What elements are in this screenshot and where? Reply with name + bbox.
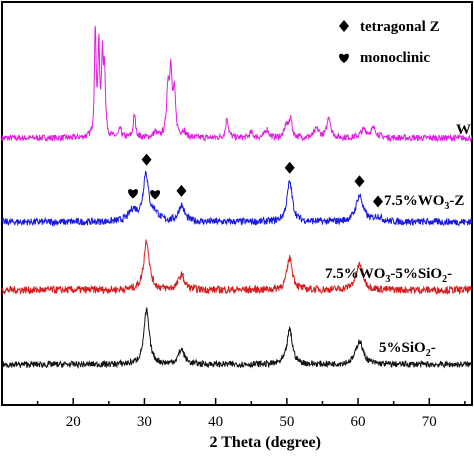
x-axis-title: 2 Theta (degree) xyxy=(210,434,321,451)
heart-marker-2 xyxy=(150,190,161,200)
series-label-part: -Z xyxy=(449,193,464,209)
series-label-part: -5%SiO xyxy=(390,266,442,282)
series-label-part: - xyxy=(447,266,452,282)
legend: tetragonal Z monoclinic xyxy=(339,19,440,66)
series-label-part: 7.5%WO xyxy=(384,193,444,209)
series-label-part: W xyxy=(456,122,471,138)
x-tick-label: 60 xyxy=(351,414,366,430)
plot-frame xyxy=(1,1,473,406)
diamond-marker-3 xyxy=(176,184,187,197)
series-label-part: 3 xyxy=(444,201,449,212)
series-label-part: 2 xyxy=(426,348,431,359)
series-label-part: 2 xyxy=(442,274,447,285)
series-layer xyxy=(1,25,473,369)
plot-area xyxy=(1,1,473,406)
series-label-0: W xyxy=(456,122,471,138)
x-tick-label: 50 xyxy=(279,414,294,430)
diamond-marker-4 xyxy=(284,161,295,174)
series-label-1: 7.5%WO3-Z xyxy=(384,193,464,212)
series-label-3: 5%SiO2- xyxy=(379,340,436,359)
heart-marker-1 xyxy=(128,189,138,199)
legend-diamond-icon xyxy=(339,20,349,32)
series-labels: W7.5%WO3-Z7.5%WO3-5%SiO2-5%SiO2- xyxy=(325,122,471,359)
series-line-3 xyxy=(1,306,472,369)
legend-heart-icon xyxy=(339,53,349,63)
diamond-marker-5 xyxy=(354,175,365,188)
legend-label-1: monoclinic xyxy=(360,50,430,66)
x-tick-label: 70 xyxy=(422,414,437,430)
series-label-part: 3 xyxy=(385,274,390,285)
x-tick-label: 20 xyxy=(66,414,81,430)
x-tick-label: 40 xyxy=(208,414,223,430)
series-label-part: - xyxy=(431,340,436,356)
series-line-0 xyxy=(1,25,473,143)
series-label-part: 7.5%WO xyxy=(325,266,385,282)
diamond-marker-0 xyxy=(141,153,152,166)
x-axis: 20 30 40 50 60 70 xyxy=(36,398,466,430)
series-label-2: 7.5%WO3-5%SiO2- xyxy=(325,266,452,285)
diamond-marker-6 xyxy=(373,195,383,208)
series-line-1 xyxy=(1,170,473,227)
legend-label-0: tetragonal Z xyxy=(360,19,440,35)
series-label-part: 5%SiO xyxy=(379,340,426,356)
series-line-2 xyxy=(1,239,473,296)
x-tick-label: 30 xyxy=(137,414,152,430)
peak-markers xyxy=(128,153,383,208)
